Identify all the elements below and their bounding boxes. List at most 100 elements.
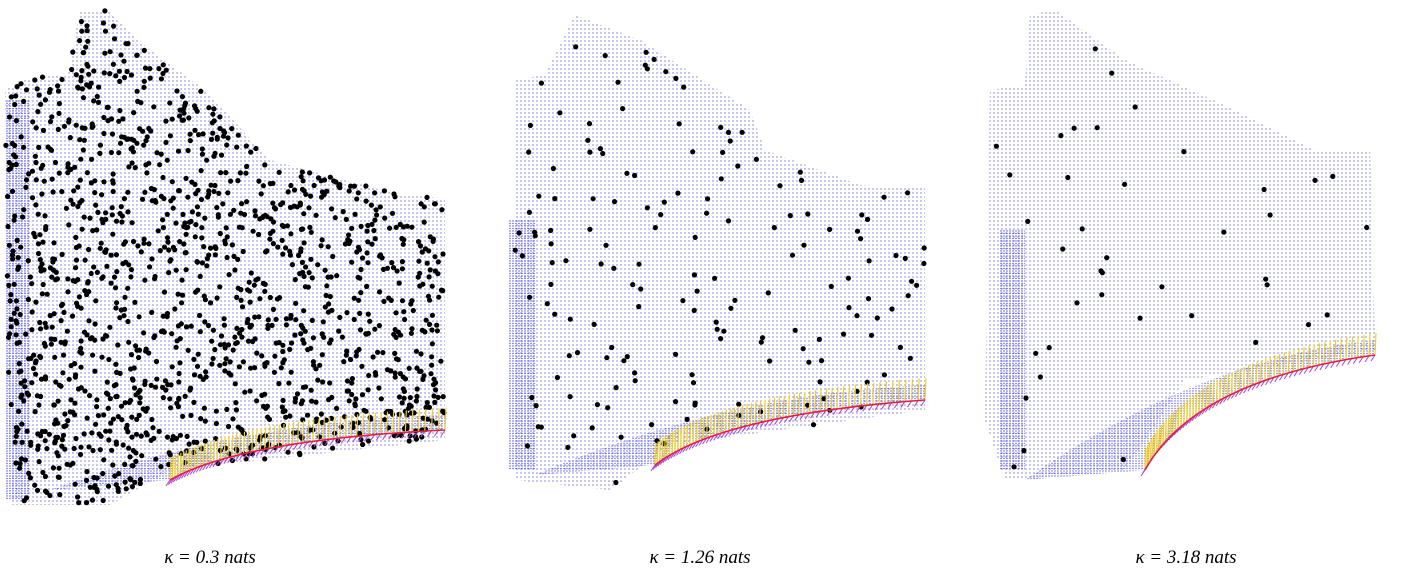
sampled-point [401, 242, 406, 247]
sampled-point [98, 246, 103, 251]
sampled-point [271, 307, 276, 312]
sampled-point [171, 245, 176, 250]
sampled-point [736, 402, 741, 407]
sampled-point [122, 196, 127, 201]
sampled-point [1306, 322, 1311, 327]
sampled-point [289, 340, 294, 345]
sampled-point [292, 333, 297, 338]
sampled-point [199, 225, 204, 230]
sampled-point [718, 125, 723, 130]
sampled-point [1109, 71, 1114, 76]
sampled-point [107, 71, 112, 76]
sampled-point [116, 150, 121, 155]
sampled-point [244, 143, 249, 148]
sampled-point [299, 227, 304, 232]
sampled-point [349, 226, 354, 231]
sampled-point [9, 94, 14, 99]
sampled-point [382, 188, 387, 193]
sampled-point [17, 361, 22, 366]
sampled-point [101, 457, 106, 462]
sampled-point [57, 171, 62, 176]
sampled-point [149, 186, 154, 191]
sampled-point [218, 231, 223, 236]
sampled-point [96, 85, 101, 90]
sampled-point [81, 147, 86, 152]
sampled-point [78, 178, 83, 183]
sampled-point [348, 184, 353, 189]
sampled-point [113, 362, 118, 367]
sampled-point [882, 195, 887, 200]
sampled-point [178, 336, 183, 341]
sampled-point [107, 325, 112, 330]
sampled-point [638, 286, 643, 291]
sampled-point [41, 282, 46, 287]
sampled-point [811, 422, 816, 427]
sampled-point [59, 318, 64, 323]
sampled-point [439, 288, 444, 293]
sampled-point [15, 238, 20, 243]
sampled-point [266, 317, 271, 322]
sampled-point [319, 411, 324, 416]
sampled-point [137, 400, 142, 405]
sampled-point [111, 181, 116, 186]
sampled-point [166, 247, 171, 252]
sampled-point [436, 395, 441, 400]
sampled-point [1060, 246, 1065, 251]
sampled-point [726, 130, 731, 135]
sampled-point [84, 478, 89, 483]
sampled-point [112, 383, 117, 388]
sampled-point [6, 283, 11, 288]
sampled-point [43, 474, 48, 479]
sampled-point [632, 370, 637, 375]
sampled-point [199, 235, 204, 240]
sampled-point [262, 361, 267, 366]
sampled-point [103, 217, 108, 222]
sampled-point [109, 253, 114, 258]
sampled-point [165, 314, 170, 319]
sampled-point [303, 284, 308, 289]
sampled-point [47, 432, 52, 437]
sampled-point [359, 224, 364, 229]
sampled-point [292, 187, 297, 192]
sampled-point [118, 371, 123, 376]
sampled-point [994, 144, 999, 149]
sampled-point [180, 414, 185, 419]
sampled-point [302, 240, 307, 245]
sampled-point [858, 236, 863, 241]
sampled-point [295, 391, 300, 396]
sampled-point [134, 53, 139, 58]
sampled-point [253, 336, 258, 341]
sampled-point [75, 277, 80, 282]
sampled-point [245, 317, 250, 322]
sampled-point [33, 154, 38, 159]
sampled-point [898, 345, 903, 350]
sampled-point [232, 335, 237, 340]
sampled-point [68, 198, 73, 203]
sampled-point [134, 348, 139, 353]
sampled-point [922, 245, 927, 250]
sampled-point [136, 390, 141, 395]
sampled-point [280, 405, 285, 410]
sampled-point [407, 402, 412, 407]
sampled-point [721, 329, 726, 334]
sampled-point [673, 352, 678, 357]
sampled-point [599, 261, 604, 266]
sampled-point [18, 81, 23, 86]
sampled-point [13, 460, 18, 465]
sampled-point [73, 436, 78, 441]
sampled-point [48, 265, 53, 270]
sampled-point [320, 352, 325, 357]
sampled-point [525, 443, 530, 448]
sampled-point [204, 158, 209, 163]
sampled-point [364, 284, 369, 289]
sampled-point [160, 217, 165, 222]
sampled-point [165, 212, 170, 217]
sampled-point [121, 59, 126, 64]
sampled-point [72, 361, 77, 366]
sampled-point [1074, 300, 1079, 305]
sampled-point [55, 83, 60, 88]
sampled-point [889, 306, 894, 311]
sampled-point [520, 253, 525, 258]
sampled-point [85, 416, 90, 421]
sampled-point [365, 250, 370, 255]
